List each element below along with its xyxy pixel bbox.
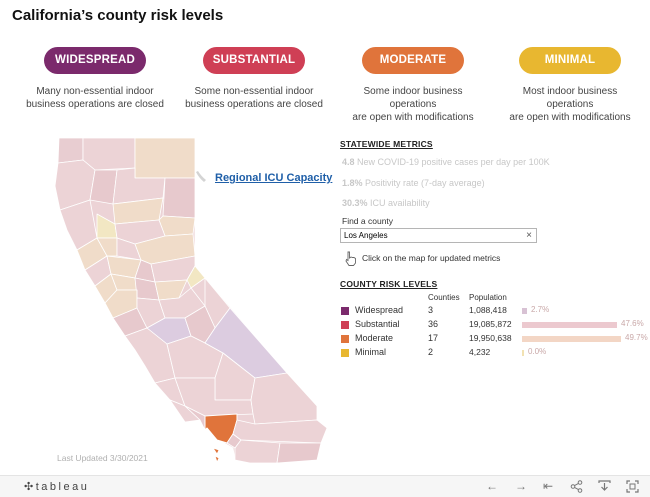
county-imperial: [276, 442, 322, 463]
county-del-norte: [57, 138, 84, 164]
metric-label: New COVID-19 positive cases per day per …: [357, 157, 550, 167]
metric-cases: 4.8 New COVID-19 positive cases per day …: [342, 157, 550, 167]
tier-substantial-description: Some non-essential indoor business opera…: [184, 85, 324, 111]
legend-swatch: [341, 321, 349, 329]
population-share-percent: 0.0%: [528, 347, 547, 356]
tier-desc-line: are open with modifications: [509, 112, 631, 123]
clear-icon[interactable]: ×: [526, 230, 532, 241]
tier-minimal-pill: MINIMAL: [519, 47, 621, 74]
legend-label: Substantial: [355, 319, 400, 329]
legend-population: 19,085,872: [469, 319, 512, 329]
metric-positivity: 1.8% Positivity rate (7-day average): [342, 178, 485, 188]
tier-widespread: WIDESPREAD Many non-essential indoor bus…: [25, 47, 165, 111]
metric-value: 4.8: [342, 157, 355, 167]
tier-moderate-description: Some indoor business operations are open…: [343, 85, 483, 124]
download-icon[interactable]: [598, 480, 611, 493]
fullscreen-icon[interactable]: [626, 480, 639, 493]
tier-widespread-description: Many non-essential indoor business opera…: [25, 85, 165, 111]
california-county-map[interactable]: [55, 138, 345, 463]
legend-swatch: [341, 335, 349, 343]
last-updated-text: Last Updated 3/30/2021: [57, 453, 148, 463]
tier-substantial-pill: SUBSTANTIAL: [203, 47, 305, 74]
tableau-logo[interactable]: ✣tableau: [24, 481, 90, 493]
tier-substantial: SUBSTANTIAL Some non-essential indoor bu…: [184, 47, 324, 111]
undo-icon[interactable]: ←: [486, 479, 498, 493]
county-riverside: [232, 419, 328, 444]
population-share-bar: [522, 350, 524, 356]
page-title: California’s county risk levels: [12, 7, 224, 24]
redo-icon[interactable]: →: [515, 479, 527, 493]
share-icon[interactable]: [570, 480, 583, 493]
island-san-clemente: [214, 455, 220, 463]
hand-pointer-icon: [345, 251, 356, 266]
tier-minimal: MINIMAL Most indoor business operations …: [500, 47, 640, 124]
population-share-percent: 47.6%: [621, 319, 644, 328]
metric-label: Positivity rate (7-day average): [365, 178, 485, 188]
find-county-label: Find a county: [342, 216, 394, 226]
legend-swatch: [341, 307, 349, 315]
find-county-field[interactable]: ×: [340, 228, 537, 243]
population-share-bar: [522, 308, 527, 314]
tier-desc-line: Some indoor business operations: [363, 86, 463, 110]
population-share-percent: 49.7%: [625, 333, 648, 342]
legend-county-count: 3: [428, 305, 434, 315]
click-map-hint: Click on the map for updated metrics: [362, 253, 501, 263]
tier-desc-line: Most indoor business operations: [522, 86, 618, 110]
metric-label: ICU availability: [370, 198, 430, 208]
statewide-metrics-heading: STATEWIDE METRICS: [340, 139, 433, 149]
legend-county-count: 17: [428, 333, 439, 343]
population-share-bar: [522, 322, 617, 328]
legend-label: Widespread: [355, 305, 404, 315]
population-column-header: Population: [469, 293, 507, 302]
legend-population: 1,088,418: [469, 305, 507, 315]
legend-county-count: 2: [428, 347, 434, 357]
tier-desc-line: business operations are closed: [185, 99, 323, 110]
metric-icu: 30.3% ICU availability: [342, 198, 430, 208]
regional-icu-capacity-link[interactable]: Regional ICU Capacity: [215, 172, 333, 184]
legend-row-substantial[interactable]: Substantial 36 19,085,872 47.6%: [341, 319, 644, 331]
county-siskiyou: [82, 138, 136, 171]
revert-icon[interactable]: ⇤: [543, 479, 554, 493]
island-catalina: [212, 447, 220, 455]
tier-moderate: MODERATE Some indoor business operations…: [343, 47, 483, 124]
legend-row-minimal[interactable]: Minimal 2 4,232 0.0%: [341, 347, 641, 359]
pointing-hand-icon: [196, 171, 206, 182]
county-san-bernardino: [250, 372, 318, 425]
tier-widespread-pill: WIDESPREAD: [44, 47, 146, 74]
county-plumas: [158, 215, 196, 237]
legend-label: Minimal: [355, 347, 387, 357]
legend-row-widespread[interactable]: Widespread 3 1,088,418 2.7%: [341, 305, 641, 317]
legend-county-count: 36: [428, 319, 439, 329]
metric-value: 1.8%: [342, 178, 363, 188]
county-san-diego: [234, 439, 281, 463]
legend-swatch: [341, 349, 349, 357]
population-share-bar: [522, 336, 621, 342]
legend-population: 4,232: [469, 347, 491, 357]
tier-desc-line: are open with modifications: [352, 112, 474, 123]
population-share-percent: 2.7%: [531, 305, 550, 314]
tier-moderate-pill: MODERATE: [362, 47, 464, 74]
county-modoc: [134, 138, 196, 179]
tableau-logo-text: tableau: [35, 481, 90, 493]
metric-value: 30.3%: [342, 198, 368, 208]
tier-desc-line: Some non-essential indoor: [194, 86, 314, 97]
county-trinity: [89, 169, 118, 205]
tier-minimal-description: Most indoor business operations are open…: [500, 85, 640, 124]
county-lassen: [162, 177, 196, 219]
counties-column-header: Counties: [428, 293, 460, 302]
tier-desc-line: business operations are closed: [26, 99, 164, 110]
county-search-input[interactable]: [344, 230, 519, 241]
legend-population: 19,950,638: [469, 333, 512, 343]
legend-label: Moderate: [355, 333, 394, 343]
tier-desc-line: Many non-essential indoor: [36, 86, 154, 97]
county-risk-levels-heading: COUNTY RISK LEVELS: [340, 279, 438, 289]
tableau-toolbar: ✣tableau ← → ⇤: [0, 475, 650, 497]
legend-row-moderate[interactable]: Moderate 17 19,950,638 49.7%: [341, 333, 648, 345]
